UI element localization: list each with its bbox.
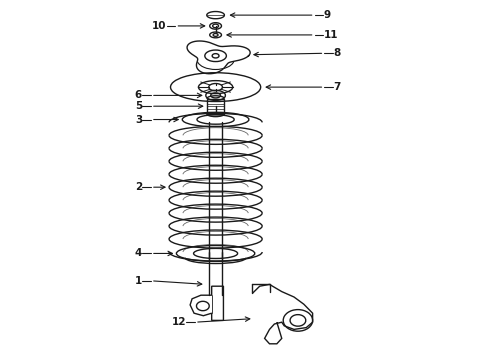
Text: 11: 11 [323, 30, 338, 40]
Text: 6: 6 [135, 90, 142, 100]
Text: 10: 10 [152, 21, 167, 31]
Text: 12: 12 [172, 317, 186, 327]
Text: 9: 9 [323, 10, 331, 20]
Text: 1: 1 [135, 276, 142, 286]
Text: 4: 4 [135, 248, 142, 258]
Text: 8: 8 [333, 48, 341, 58]
Text: 2: 2 [135, 182, 142, 192]
Text: 7: 7 [333, 82, 341, 92]
Text: 5: 5 [135, 101, 142, 111]
Bar [207, 99, 224, 114]
Text: 3: 3 [135, 114, 142, 125]
